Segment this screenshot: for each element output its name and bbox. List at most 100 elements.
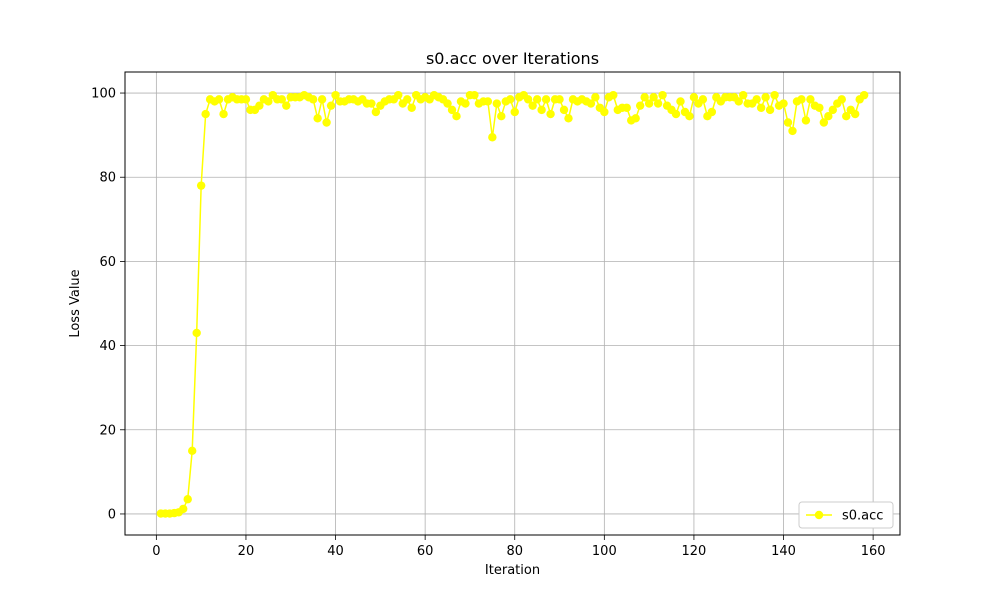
data-point [779,99,788,108]
x-tick-label: 160 [861,544,886,559]
data-point [765,105,775,115]
data-point [214,95,224,104]
data-point [609,90,618,100]
data-point [622,103,631,112]
chart-title: s0.acc over Iterations [426,49,599,68]
data-point [255,101,264,110]
x-tick-label: 20 [238,544,255,559]
data-point [689,93,699,102]
data-point [447,105,457,115]
data-point [313,114,322,123]
data-point [752,95,761,104]
data-point [470,90,479,100]
data-point [739,90,748,100]
data-point [483,97,493,106]
y-tick-label: 100 [91,87,116,102]
data-point [671,109,681,119]
data-point [537,105,546,115]
y-tick-label: 40 [99,339,116,354]
data-point [586,99,596,108]
data-point [801,116,811,125]
data-point [407,103,416,112]
x-tick-label: 120 [682,544,707,559]
data-point [819,118,829,127]
data-point [277,95,286,104]
data-point [640,93,649,102]
data-point [564,114,573,123]
x-tick-label: 60 [417,544,434,559]
data-point [506,95,515,104]
y-tick-label: 0 [108,507,116,522]
data-point [698,95,708,104]
plot-area-frame [124,71,901,536]
data-point [851,109,860,119]
x-tick-label: 140 [771,544,796,559]
data-point [367,99,376,108]
data-point [492,99,502,108]
data-point [653,99,663,108]
data-point [591,93,600,102]
data-point [797,95,806,104]
data-point [806,95,815,104]
data-point [394,90,403,100]
data-point [837,95,846,104]
data-point [403,95,412,104]
data-point [497,112,506,121]
axis-ticks: 0 20 40 60 80 100 120 140 160 0 20 40 60 80 100 [91,87,885,559]
x-axis-label: Iteration [485,563,540,578]
data-point [649,93,658,102]
data-point [196,181,206,190]
legend-label-s0-acc: s0.acc [842,509,883,524]
data-point [510,107,519,117]
data-point [183,495,192,504]
data-point [308,95,318,104]
x-tick-label: 0 [152,544,160,559]
data-point [322,118,331,127]
data-point [452,112,461,121]
data-point [326,101,336,110]
data-point [783,118,793,127]
data-point [219,109,228,119]
data-point [532,95,542,104]
x-tick-label: 100 [592,544,617,559]
data-point [685,112,694,121]
x-tick-label: 80 [506,544,523,559]
legend: s0.acc [798,501,894,529]
data-point [828,105,837,115]
data-point [842,112,851,121]
data-point [201,109,210,119]
data-point [761,93,770,102]
y-tick-label: 60 [99,255,116,270]
data-point [546,109,555,119]
data-point [523,95,533,104]
data-point [600,107,609,117]
data-point [559,105,569,115]
data-point [179,504,188,514]
data-point [756,103,766,112]
x-tick-label: 40 [327,544,344,559]
data-point [371,107,381,117]
data-point [859,90,869,100]
data-point [707,107,717,117]
data-point [241,95,251,104]
data-point [635,101,645,110]
data-point [734,97,743,106]
y-tick-label: 20 [99,423,116,438]
data-point [555,95,564,104]
y-tick-label: 80 [99,171,116,186]
data-point [317,95,327,104]
legend-marker-sample [814,510,824,520]
data-point [541,95,551,104]
series-layer [156,90,869,518]
data-point [188,446,197,456]
legend-box [798,501,894,529]
data-point [658,90,667,100]
data-point [528,101,537,110]
y-axis-label: Loss Value [68,269,83,337]
data-point [676,97,685,106]
data-point [788,126,797,136]
data-point [331,90,340,100]
data-point [488,133,497,142]
